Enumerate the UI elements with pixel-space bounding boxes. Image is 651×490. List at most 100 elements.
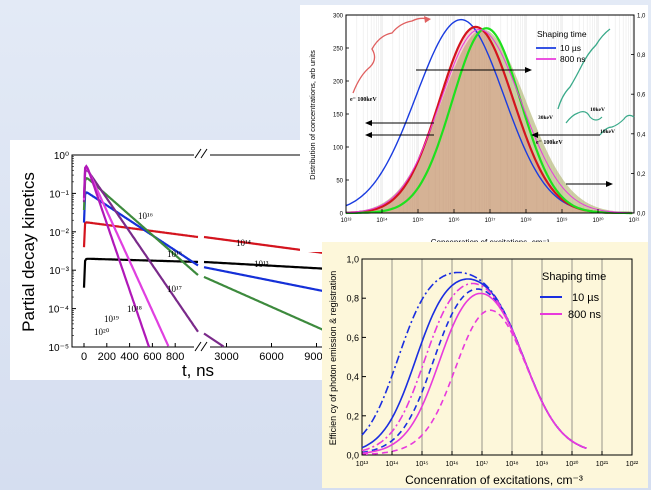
y2-tick-label: 1,0 [637,14,646,20]
curve-label: 10¹⁷ [167,284,182,294]
efficiency-xlabel: Concenration of excitations, cm⁻³ [405,473,583,487]
arrow-head-track [424,16,431,23]
y-tick-label: 10⁻⁵ [48,343,69,354]
curve-label: 10¹⁹ [104,314,119,324]
decay-curve-right [203,275,325,332]
track-curve-right-3 [599,114,635,136]
x-tick-label: 10¹³ [341,218,352,224]
annotation-e-right: e⁻ 100keV [536,140,563,146]
x-tick-label: 6000 [259,351,283,363]
efficiency-curve [361,309,587,456]
distribution-ylabel: Distribution of concentrations, arb unit… [308,50,317,180]
curve-label: 10¹⁶ [167,249,182,259]
x-tick-label: 10²¹ [629,218,640,224]
x-tick-label: 10²² [626,461,639,468]
y2-tick-label: 0,8 [637,53,646,59]
x-tick-label: 10¹⁷ [485,217,496,224]
track-curve-right-1 [557,28,611,110]
arrow-left-upper [365,120,434,126]
x-tick-label: 10²⁰ [592,217,604,224]
efficiency-ylabel: Efficien cy of photon emission & registr… [328,271,338,445]
legend-title: Shaping time [537,29,587,39]
x-tick-label: 600 [143,351,161,363]
red-fill [346,26,634,214]
decay-curve-right [203,260,324,270]
y-tick-label: 250 [333,47,344,53]
y-tick-label: 0,6 [346,333,359,343]
curve-label: 10²⁰ [94,327,110,337]
arrow-left-lower [365,132,434,138]
arrow-right-lower [566,181,613,187]
x-tick-label: 10¹⁶ [446,461,459,468]
curve-label: 10¹⁶ [138,211,153,221]
curve-label: 10¹³ [254,259,269,269]
annotation-10kev-b: 10keV [600,129,615,135]
decay-curve-left [82,257,199,288]
x-tick-label: 10²⁰ [566,460,579,468]
decay-curve-left [82,168,199,333]
y-tick-label: 150 [333,113,344,119]
x-tick-label: 800 [166,351,184,363]
legend-item-10us: 10 µs [560,43,581,53]
legend-title: Shaping time [542,271,606,283]
y-tick-label: 10⁻⁴ [48,305,69,316]
efficiency-curve [361,282,587,452]
decay-xlabel: t, ns [182,361,214,380]
x-tick-label: 10¹⁵ [412,217,424,224]
efficiency-legend: Shaping time 10 µs 800 ns [540,271,606,321]
y-tick-label: 10⁻² [49,228,69,239]
decay-curve-right [203,266,325,293]
decay-ylabel: Partial decay kinetics [19,172,38,332]
decay-curve-left [82,166,170,347]
distribution-curve-800ns [345,28,633,214]
decay-kinetics-chart: Partial decay kinetics 10⁻⁵ 10⁻⁴ 10⁻³ 10⁻² 1… [10,140,330,380]
x-tick-label: 10¹⁶ [448,217,460,224]
y-tick-label: 0,0 [346,451,359,461]
x-tick-label: 10¹⁸ [520,217,532,224]
y-tick-label: 1,0 [346,255,359,265]
x-tick-label: 200 [98,351,116,363]
y2-tick-label: 0,0 [637,212,646,218]
legend-item-800ns: 800 ns [560,54,586,64]
y-tick-label: 0,8 [346,294,359,304]
y-tick-label: 10⁻¹ [49,189,69,200]
efficiency-curve [361,288,587,454]
x-tick-label: 10¹⁷ [476,461,489,468]
y2-tick-label: 0,6 [637,93,646,99]
x-tick-label: 400 [120,351,138,363]
x-tick-label: 10²¹ [596,461,609,468]
efficiency-curve [361,278,587,450]
y-tick-label: 0,2 [346,411,359,421]
x-tick-label: 10¹⁹ [535,461,548,468]
y-tick-label: 0 [340,212,344,218]
arrow-right-upper [416,67,532,73]
decay-curve-right [203,332,225,348]
x-tick-label: 10¹⁵ [415,461,428,468]
track-curve-right-2 [565,111,603,124]
y-tick-label: 100 [333,146,344,152]
x-tick-label: 10¹⁸ [505,461,518,468]
legend-item-800ns: 800 ns [568,309,602,321]
distribution-chart: 0 50 100 150 200 250 300 0,0 0,2 0,4 0,6 0,8 1,0 10… [300,5,648,252]
x-tick-label: 0 [81,351,87,363]
x-tick-label: 10¹⁴ [376,217,388,224]
y-tick-label: 0,4 [346,372,359,382]
y-tick-label: 10⁰ [54,151,69,162]
legend-item-10us: 10 µs [572,292,600,304]
y-tick-label: 10⁻³ [49,266,69,277]
distribution-fill [346,29,634,213]
track-curve-left [352,17,429,94]
y2-tick-label: 0,4 [637,132,646,138]
distribution-legend: Shaping time 10 µs 800 ns [536,29,587,64]
efficiency-chart: 0,0 0,2 0,4 0,6 0,8 1,0 10¹³ 10¹⁴ 10¹⁵ 10¹⁶ 10¹⁷ 1… [322,242,648,488]
curve-label: 10¹⁸ [127,304,142,314]
annotation-10kev-a: 10keV [590,107,605,113]
annotation-e-left: e⁻ 100keV [350,97,377,103]
x-tick-label: 10¹⁴ [385,461,398,468]
y-tick-label: 300 [333,14,344,20]
distribution-curve [345,27,633,215]
y-tick-label: 200 [333,80,344,86]
curve-label: 10¹⁴ [236,238,251,248]
x-tick-label: 3000 [214,351,238,363]
x-tick-label: 10¹³ [356,461,369,468]
